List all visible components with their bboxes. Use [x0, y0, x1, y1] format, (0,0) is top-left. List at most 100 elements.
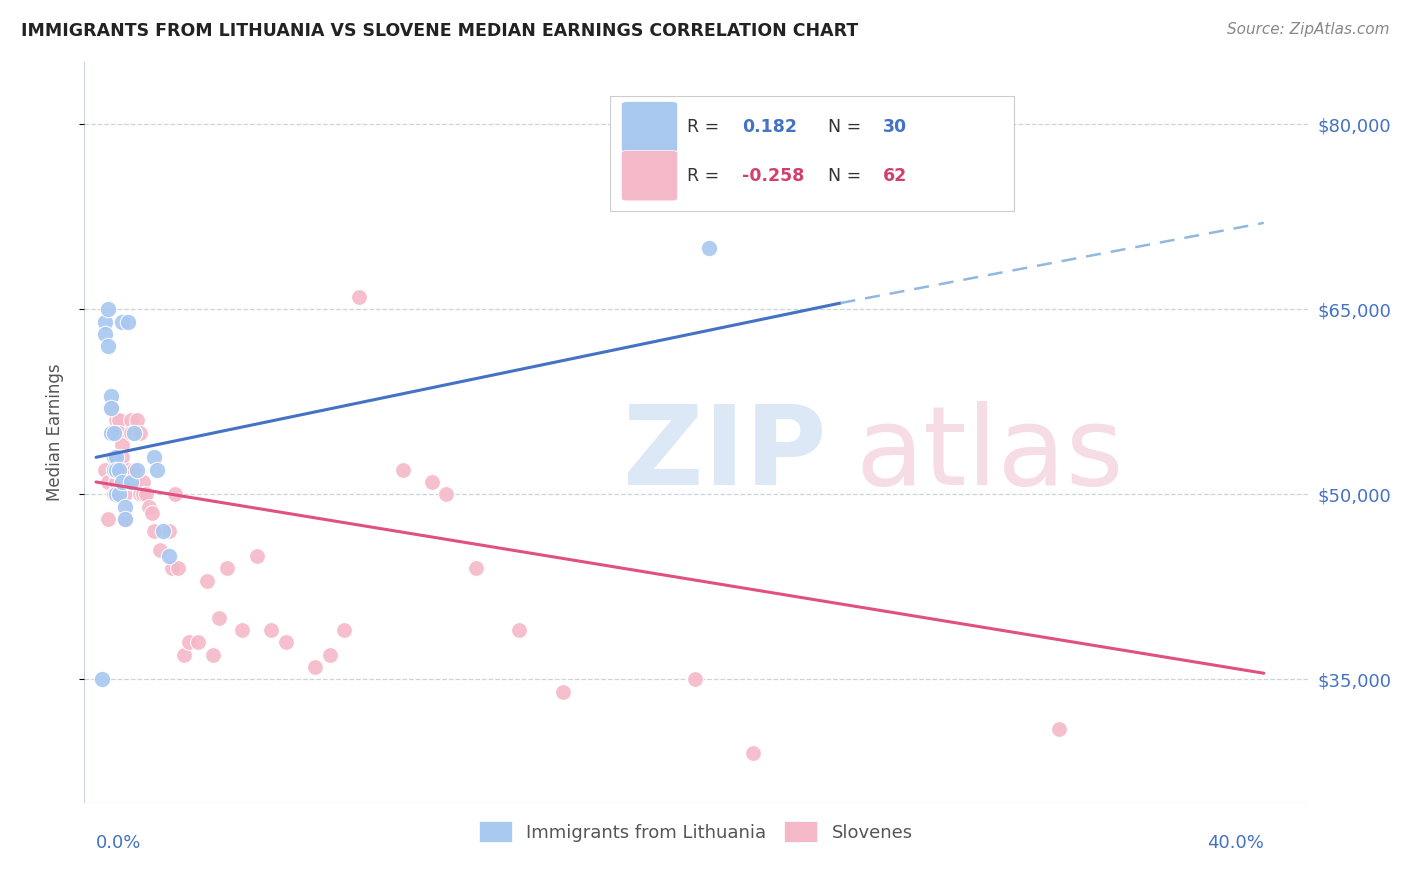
Point: [103, 450, 125, 465]
Point: [94, 314, 117, 328]
Point: [166, 561, 188, 575]
Point: [246, 549, 269, 563]
Point: [146, 462, 169, 476]
Point: [304, 660, 326, 674]
Point: [125, 462, 148, 476]
Point: [111, 450, 134, 465]
Point: [103, 462, 125, 476]
Text: 62: 62: [883, 167, 907, 185]
Point: [231, 623, 253, 637]
Point: [125, 413, 148, 427]
Point: [90, 673, 112, 687]
Point: [135, 487, 157, 501]
Point: [1049, 722, 1071, 736]
Legend: Immigrants from Lithuania, Slovenes: Immigrants from Lithuania, Slovenes: [472, 814, 920, 849]
Point: [97, 512, 120, 526]
Text: 0.182: 0.182: [742, 118, 797, 136]
Point: [103, 462, 125, 476]
Text: -0.258: -0.258: [742, 167, 804, 185]
Text: Source: ZipAtlas.com: Source: ZipAtlas.com: [1226, 22, 1389, 37]
Point: [128, 425, 150, 440]
Point: [120, 475, 142, 489]
Text: N =: N =: [828, 118, 862, 136]
Point: [697, 240, 720, 254]
Point: [111, 438, 134, 452]
Point: [208, 610, 231, 624]
Point: [434, 487, 457, 501]
Point: [114, 512, 136, 526]
Point: [103, 487, 125, 501]
Point: [122, 425, 145, 440]
Point: [391, 462, 413, 476]
Point: [105, 450, 128, 465]
Point: [138, 500, 160, 514]
Point: [100, 389, 122, 403]
Point: [173, 648, 195, 662]
Point: [97, 475, 120, 489]
Point: [420, 475, 443, 489]
Point: [97, 339, 120, 353]
Point: [464, 561, 486, 575]
Text: 30: 30: [883, 118, 907, 136]
Text: 0.0%: 0.0%: [96, 834, 142, 852]
FancyBboxPatch shape: [621, 102, 678, 152]
Point: [120, 425, 142, 440]
Point: [260, 623, 283, 637]
Point: [143, 524, 166, 539]
Point: [100, 401, 122, 415]
Text: 40.0%: 40.0%: [1206, 834, 1264, 852]
Point: [103, 450, 125, 465]
FancyBboxPatch shape: [621, 151, 678, 201]
Point: [157, 549, 180, 563]
Point: [105, 487, 128, 501]
Point: [132, 475, 155, 489]
Point: [100, 425, 122, 440]
Point: [111, 314, 134, 328]
Point: [508, 623, 530, 637]
Point: [120, 413, 142, 427]
Point: [157, 524, 180, 539]
Text: R =: R =: [688, 118, 720, 136]
Point: [141, 506, 163, 520]
Point: [132, 487, 155, 501]
Point: [274, 635, 297, 649]
Point: [553, 685, 575, 699]
Text: atlas: atlas: [855, 401, 1123, 508]
Point: [149, 542, 172, 557]
FancyBboxPatch shape: [610, 95, 1014, 211]
Point: [105, 475, 128, 489]
Point: [114, 475, 136, 489]
Point: [163, 487, 186, 501]
Point: [160, 561, 183, 575]
Point: [100, 425, 122, 440]
Point: [108, 487, 131, 501]
Point: [105, 413, 128, 427]
Point: [105, 425, 128, 440]
Point: [347, 290, 370, 304]
Text: ZIP: ZIP: [623, 401, 825, 508]
Point: [111, 475, 134, 489]
Point: [318, 648, 340, 662]
Point: [108, 413, 131, 427]
Point: [94, 326, 117, 341]
Point: [143, 450, 166, 465]
Point: [830, 117, 852, 131]
Point: [103, 425, 125, 440]
Point: [117, 314, 139, 328]
Point: [105, 462, 128, 476]
Text: IMMIGRANTS FROM LITHUANIA VS SLOVENE MEDIAN EARNINGS CORRELATION CHART: IMMIGRANTS FROM LITHUANIA VS SLOVENE MED…: [21, 22, 858, 40]
Point: [741, 747, 763, 761]
Point: [117, 462, 139, 476]
Point: [217, 561, 239, 575]
Point: [114, 500, 136, 514]
Point: [683, 673, 706, 687]
Point: [114, 512, 136, 526]
Point: [187, 635, 209, 649]
Point: [201, 648, 224, 662]
Y-axis label: Median Earnings: Median Earnings: [45, 364, 63, 501]
Point: [128, 487, 150, 501]
Point: [179, 635, 201, 649]
Point: [195, 574, 218, 588]
Text: N =: N =: [828, 167, 862, 185]
Point: [152, 524, 174, 539]
